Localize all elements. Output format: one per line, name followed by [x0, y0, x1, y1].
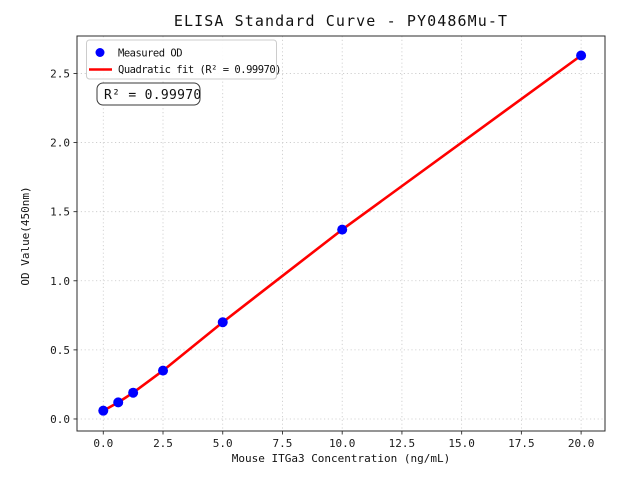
- data-point: [576, 50, 587, 61]
- data-point: [217, 317, 228, 328]
- data-point: [98, 405, 109, 416]
- y-tick-label: 2.5: [50, 67, 70, 80]
- y-tick-label: 0.0: [50, 413, 70, 426]
- y-axis-label: OD Value(450nm): [19, 186, 32, 285]
- x-tick-label: 17.5: [508, 437, 535, 450]
- x-axis-label: Mouse ITGa3 Concentration (ng/mL): [232, 452, 451, 465]
- x-tick-label: 7.5: [273, 437, 293, 450]
- y-tick-label: 0.5: [50, 344, 70, 357]
- legend: Measured OD Quadratic fit (R² = 0.99970): [86, 39, 282, 80]
- legend-marker-measured-od-icon: [95, 48, 105, 57]
- data-point: [158, 365, 169, 376]
- data-point: [337, 224, 348, 235]
- x-tick-label: 15.0: [448, 437, 475, 450]
- data-point: [128, 387, 139, 398]
- data-point: [113, 397, 124, 408]
- x-tick-label: 20.0: [568, 437, 595, 450]
- x-tick-label: 2.5: [153, 437, 173, 450]
- plot-border: [76, 35, 606, 432]
- y-axis-ticks: 0.0 0.5 1.0 1.5 2.0 2.5: [50, 67, 77, 426]
- legend-label-measured-od: Measured OD: [118, 48, 182, 60]
- x-tick-label: 12.5: [389, 437, 416, 450]
- chart-title: ELISA Standard Curve - PY0486Mu-T: [174, 12, 508, 30]
- y-tick-label: 1.5: [50, 206, 70, 219]
- x-tick-label: 10.0: [329, 437, 356, 450]
- x-tick-label: 0.0: [93, 437, 113, 450]
- legend-label-quadratic-fit: Quadratic fit (R² = 0.99970): [118, 64, 281, 76]
- r-squared-annotation-frame: [96, 82, 201, 106]
- x-axis-ticks: 0.0 2.5 5.0 7.5 10.0 12.5 15.0 17.5 20.0: [93, 431, 594, 450]
- r-squared-annotation-text: R² = 0.99970: [104, 88, 202, 103]
- legend-frame: [86, 39, 277, 80]
- y-tick-label: 2.0: [50, 137, 70, 150]
- measured-od-points: [98, 50, 587, 416]
- x-tick-label: 5.0: [213, 437, 233, 450]
- y-tick-label: 1.0: [50, 275, 70, 288]
- r-squared-annotation: R² = 0.99970: [96, 82, 202, 106]
